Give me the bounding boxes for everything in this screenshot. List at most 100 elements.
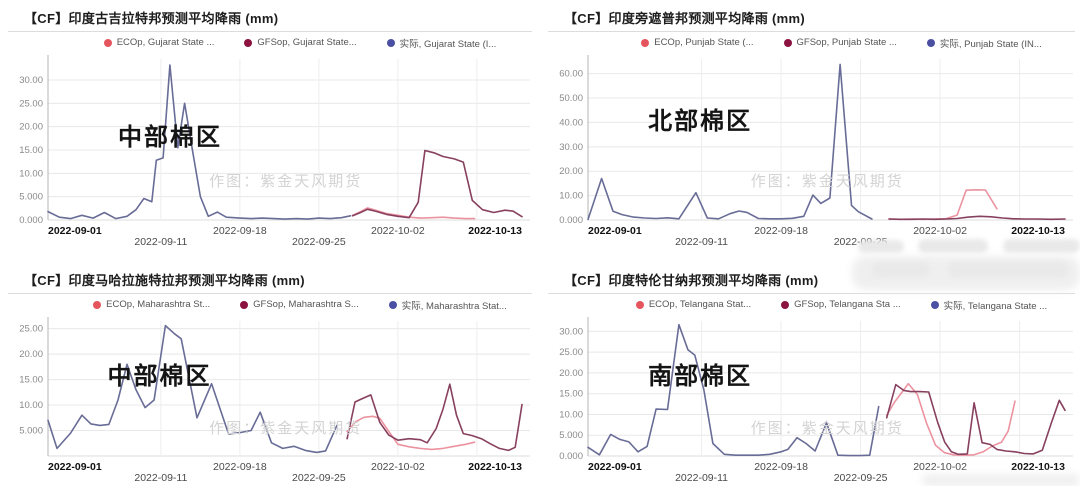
svg-text:2022-10-13: 2022-10-13: [468, 225, 522, 237]
gridlines: 0.000 5.000 10.00 15.00 20.00 25.00 30.00: [19, 55, 530, 226]
svg-text:15.00: 15.00: [19, 145, 43, 156]
chart-panel-maharashtra: 【CF】印度马哈拉施特拉邦预测平均降雨 (mm) ECOp, Maharasht…: [8, 264, 532, 486]
svg-text:2022-09-11: 2022-09-11: [134, 472, 187, 484]
chart-svg: 0.000 10.00 20.00 30.00 40.00 50.00 60.00 2022-…: [559, 55, 1073, 248]
svg-text:20.00: 20.00: [559, 166, 583, 177]
gridlines: 5.000 10.00 15.00 20.00 25.00: [19, 317, 530, 457]
legend-label: 实际, Gujarat State (I...: [399, 38, 497, 50]
svg-text:2022-10-13: 2022-10-13: [1011, 225, 1065, 237]
legend-dot-gfsop: [783, 38, 792, 47]
svg-text:2022-10-02: 2022-10-02: [913, 461, 967, 473]
title-divider: [8, 293, 532, 294]
legend-item-ecop[interactable]: ECOp, Maharashtra St...: [93, 299, 210, 310]
title-divider: [548, 293, 1075, 294]
svg-text:2022-10-02: 2022-10-02: [913, 225, 967, 237]
series-line-actual: [587, 323, 880, 457]
legend-label: GFSop, Punjab State ...: [796, 37, 897, 48]
svg-text:2022-09-01: 2022-09-01: [48, 461, 102, 473]
series-line-gfsop: [346, 383, 523, 452]
legend-item-actual[interactable]: 实际, Telangana State ...: [930, 298, 1047, 312]
chart-title: 【CF】印度马哈拉施特拉邦预测平均降雨 (mm): [24, 273, 305, 288]
legend-item-gfsop[interactable]: GFSop, Gujarat State...: [244, 37, 357, 48]
svg-text:2022-09-25: 2022-09-25: [834, 472, 888, 484]
legend-label: GFSop, Maharashtra S...: [253, 299, 359, 310]
svg-text:2022-09-25: 2022-09-25: [834, 236, 888, 248]
svg-text:2022-09-18: 2022-09-18: [754, 225, 808, 237]
svg-text:50.00: 50.00: [559, 93, 583, 104]
legend-item-actual[interactable]: 实际, Gujarat State (I...: [386, 36, 497, 50]
series-line-gfsop: [885, 383, 1066, 456]
legend-label: ECOp, Punjab State (...: [654, 37, 754, 48]
chart-legend: ECOp, Punjab State (... GFSop, Punjab Sta…: [548, 34, 1075, 51]
svg-text:2022-10-13: 2022-10-13: [1011, 461, 1065, 473]
plot-area: 0.000 5.000 10.00 15.00 20.00 25.00 30.00 2022-…: [8, 51, 532, 250]
chart-title: 【CF】印度旁遮普邦预测平均降雨 (mm): [564, 11, 806, 26]
svg-text:20.00: 20.00: [559, 368, 583, 379]
svg-text:15.00: 15.00: [559, 389, 583, 400]
series-line-actual: [587, 63, 873, 221]
svg-text:2022-09-25: 2022-09-25: [292, 472, 346, 484]
legend-label: ECOp, Gujarat State ...: [116, 37, 215, 48]
legend-label: ECOp, Maharashtra St...: [106, 299, 211, 310]
legend-item-actual[interactable]: 实际, Maharashtra Stat...: [388, 298, 507, 312]
svg-text:2022-09-11: 2022-09-11: [675, 472, 728, 484]
svg-text:10.00: 10.00: [19, 400, 43, 411]
title-divider: [548, 31, 1075, 32]
legend-label: 实际, Punjab State (IN...: [939, 38, 1042, 50]
legend-item-gfsop[interactable]: GFSop, Maharashtra S...: [240, 299, 359, 310]
series-line-gfsop: [888, 215, 1066, 221]
legend-dot-gfsop: [244, 38, 253, 47]
legend-dot-actual: [926, 38, 935, 47]
series-line-ecop: [346, 415, 476, 451]
legend-item-ecop[interactable]: ECOp, Telangana Stat...: [635, 299, 751, 310]
chart-svg: 0.000 5.000 10.00 15.00 20.00 25.00 30.00 2022-…: [559, 317, 1073, 484]
svg-text:2022-10-13: 2022-10-13: [468, 461, 522, 473]
plot-area: 0.000 10.00 20.00 30.00 40.00 50.00 60.00 2022-…: [548, 51, 1075, 250]
legend-dot-ecop: [93, 300, 102, 309]
legend-item-ecop[interactable]: ECOp, Gujarat State ...: [103, 37, 215, 48]
svg-text:2022-09-01: 2022-09-01: [48, 225, 102, 237]
legend-dot-actual: [386, 38, 395, 47]
legend-dot-actual: [930, 300, 939, 309]
chart-legend: ECOp, Gujarat State ... GFSop, Gujarat St…: [8, 34, 532, 51]
svg-text:2022-09-11: 2022-09-11: [675, 236, 728, 248]
legend-item-ecop[interactable]: ECOp, Punjab State (...: [641, 37, 754, 48]
svg-text:2022-10-02: 2022-10-02: [371, 225, 425, 237]
svg-text:25.00: 25.00: [559, 347, 583, 358]
svg-text:60.00: 60.00: [559, 69, 583, 80]
gridlines: 0.000 10.00 20.00 30.00 40.00 50.00 60.00: [559, 55, 1073, 226]
gridlines: 0.000 5.000 10.00 15.00 20.00 25.00 30.00: [559, 317, 1073, 462]
svg-text:2022-09-01: 2022-09-01: [588, 225, 642, 237]
legend-item-gfsop[interactable]: GFSop, Punjab State ...: [783, 37, 897, 48]
svg-text:2022-09-18: 2022-09-18: [754, 461, 808, 473]
x-axis-labels: 2022-09-01 2022-09-11 2022-09-18 2022-09-25…: [588, 461, 1065, 484]
svg-text:2022-09-11: 2022-09-11: [134, 236, 187, 248]
x-axis-labels: 2022-09-01 2022-09-11 2022-09-18 2022-09-25…: [48, 225, 522, 248]
svg-text:5.000: 5.000: [559, 430, 583, 441]
chart-legend: ECOp, Maharashtra St... GFSop, Maharashtr…: [8, 296, 532, 313]
chart-panel-telangana: 【CF】印度特伦甘纳邦预测平均降雨 (mm) ECOp, Telangana S…: [548, 264, 1075, 486]
legend-item-gfsop[interactable]: GFSop, Telangana Sta ...: [781, 299, 901, 310]
plot-area: 0.000 5.000 10.00 15.00 20.00 25.00 30.00 2022-…: [548, 313, 1075, 486]
svg-text:10.00: 10.00: [559, 191, 583, 202]
svg-text:2022-09-18: 2022-09-18: [213, 461, 267, 473]
series-line-ecop: [885, 382, 1016, 456]
chart-panel-punjab: 【CF】印度旁遮普邦预测平均降雨 (mm) ECOp, Punjab State…: [548, 2, 1075, 250]
legend-dot-ecop: [103, 38, 112, 47]
svg-text:25.00: 25.00: [19, 324, 43, 335]
legend-label: GFSop, Telangana Sta ...: [794, 299, 901, 310]
svg-text:5.000: 5.000: [19, 426, 43, 437]
series-line-actual: [47, 324, 338, 454]
svg-text:30.00: 30.00: [559, 142, 583, 153]
svg-text:25.00: 25.00: [19, 98, 43, 109]
legend-dot-actual: [388, 300, 397, 309]
legend-label: GFSop, Gujarat State...: [257, 37, 357, 48]
series-line-ecop: [888, 189, 998, 221]
svg-text:0.000: 0.000: [559, 215, 583, 226]
chart-svg: 5.00010.0015.0020.0025.002022-09-012022-…: [19, 317, 530, 484]
svg-text:2022-09-25: 2022-09-25: [292, 236, 346, 248]
legend-dot-ecop: [641, 38, 650, 47]
legend-item-actual[interactable]: 实际, Punjab State (IN...: [926, 36, 1042, 50]
svg-text:2022-10-02: 2022-10-02: [371, 461, 425, 473]
x-axis-labels: 2022-09-01 2022-09-11 2022-09-18 2022-09-25…: [48, 461, 522, 484]
